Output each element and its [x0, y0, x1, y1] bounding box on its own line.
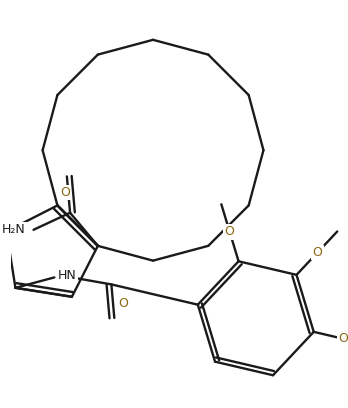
Text: H₂N: H₂N [2, 223, 26, 236]
Text: HN: HN [58, 269, 77, 282]
Text: O: O [339, 333, 348, 345]
Text: O: O [118, 297, 128, 310]
Text: O: O [60, 186, 70, 199]
Text: S: S [2, 225, 10, 238]
Text: O: O [225, 225, 235, 238]
Text: O: O [313, 246, 323, 259]
